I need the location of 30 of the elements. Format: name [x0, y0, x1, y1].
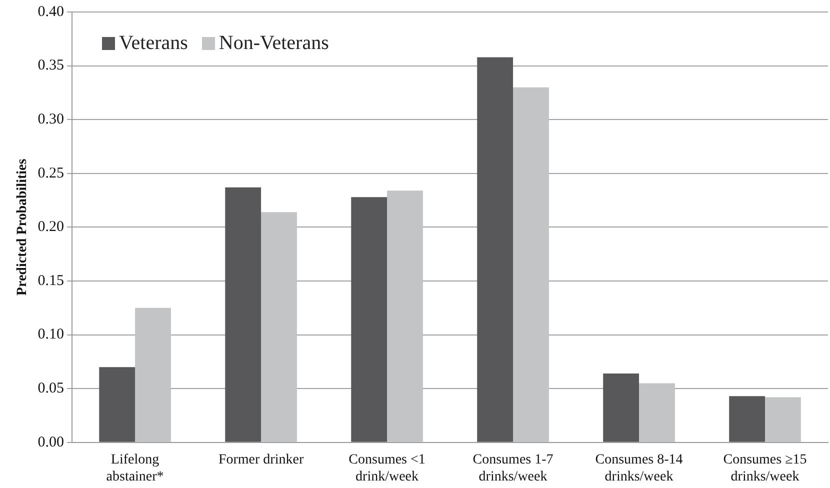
bar: [729, 396, 766, 442]
y-tick-label: 0.35: [38, 58, 64, 74]
y-tick-label: 0.20: [38, 219, 64, 236]
legend-label: Non-Veterans: [218, 32, 329, 55]
x-tick-label: Consumes 8-14 drinks/week: [595, 452, 683, 484]
x-tick-label: Lifelong abstainer*: [106, 452, 164, 484]
bar: [99, 367, 136, 442]
y-axis-title: Predicted Probabilities: [15, 158, 30, 296]
bar: [639, 383, 675, 442]
x-tick-label: Consumes <1 drink/week: [348, 452, 426, 484]
bar: [387, 190, 423, 442]
legend-label: Veterans: [119, 32, 188, 55]
y-tick-label: 0.25: [38, 165, 64, 182]
bar: [261, 212, 297, 442]
bar: [603, 374, 640, 442]
bar: [477, 57, 514, 442]
y-tick-label: 0.05: [38, 380, 64, 397]
bar: [351, 197, 388, 442]
y-tick-label: 0.10: [38, 326, 64, 343]
x-tick-label: Consumes 1-7 drinks/week: [472, 452, 554, 484]
y-tick-label: 0.40: [38, 4, 64, 20]
bar: [135, 308, 171, 442]
x-tick-label: Consumes ≥15 drinks/week: [723, 452, 807, 484]
bar: [225, 187, 262, 442]
y-tick-label: 0.30: [38, 112, 64, 128]
bar: [765, 397, 801, 442]
x-tick-label: Former drinker: [218, 452, 304, 468]
y-tick-label: 0.15: [38, 272, 64, 289]
bar: [513, 87, 549, 442]
y-tick-label: 0.00: [38, 434, 64, 450]
